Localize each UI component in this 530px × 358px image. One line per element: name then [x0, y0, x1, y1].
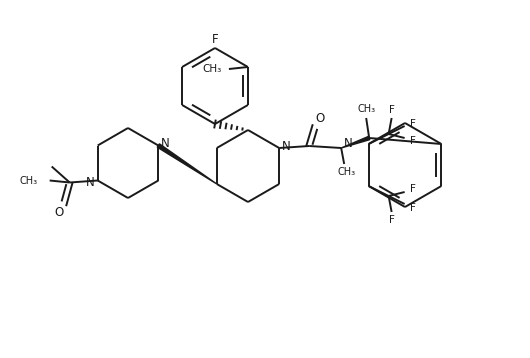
Text: N: N	[282, 140, 290, 153]
Text: F: F	[410, 184, 416, 194]
Text: CH₃: CH₃	[337, 167, 355, 177]
Polygon shape	[341, 136, 370, 148]
Text: F: F	[388, 105, 394, 115]
Text: N: N	[161, 137, 170, 150]
Text: F: F	[410, 119, 416, 129]
Text: F: F	[410, 136, 416, 146]
Text: O: O	[315, 111, 325, 125]
Text: O: O	[54, 206, 63, 219]
Text: F: F	[410, 203, 416, 213]
Text: CH₃: CH₃	[20, 175, 38, 185]
Text: N: N	[344, 136, 352, 150]
Text: N: N	[86, 176, 95, 189]
Text: CH₃: CH₃	[202, 64, 222, 74]
Polygon shape	[157, 144, 217, 184]
Text: F: F	[211, 33, 218, 45]
Text: CH₃: CH₃	[357, 104, 375, 114]
Text: F: F	[388, 215, 394, 225]
